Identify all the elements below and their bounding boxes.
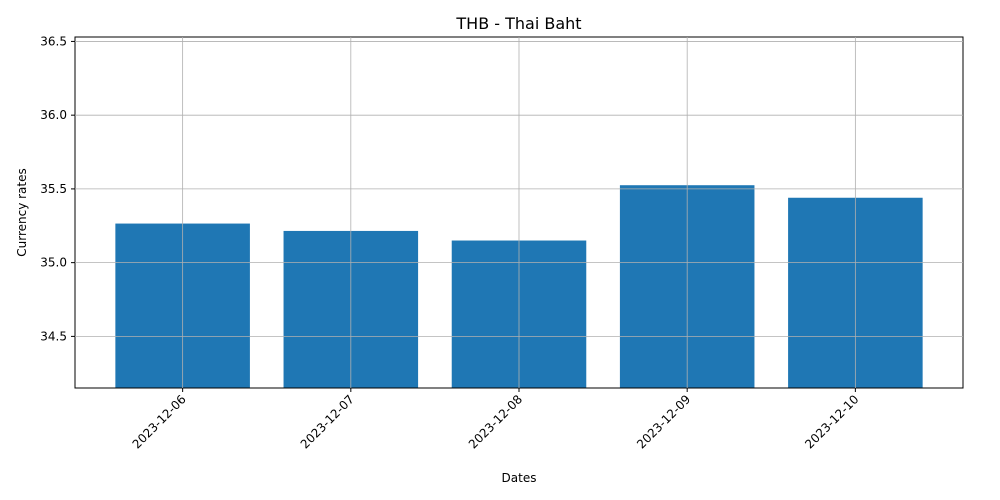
x-axis-label: Dates [502, 471, 537, 485]
y-tick-label: 36.5 [40, 34, 67, 48]
y-tick-label: 35.0 [40, 256, 67, 270]
y-tick-label: 35.5 [40, 182, 67, 196]
chart-title: THB - Thai Baht [455, 14, 581, 33]
y-tick-label: 36.0 [40, 108, 67, 122]
y-tick-label: 34.5 [40, 329, 67, 343]
y-axis-label: Currency rates [15, 168, 29, 257]
